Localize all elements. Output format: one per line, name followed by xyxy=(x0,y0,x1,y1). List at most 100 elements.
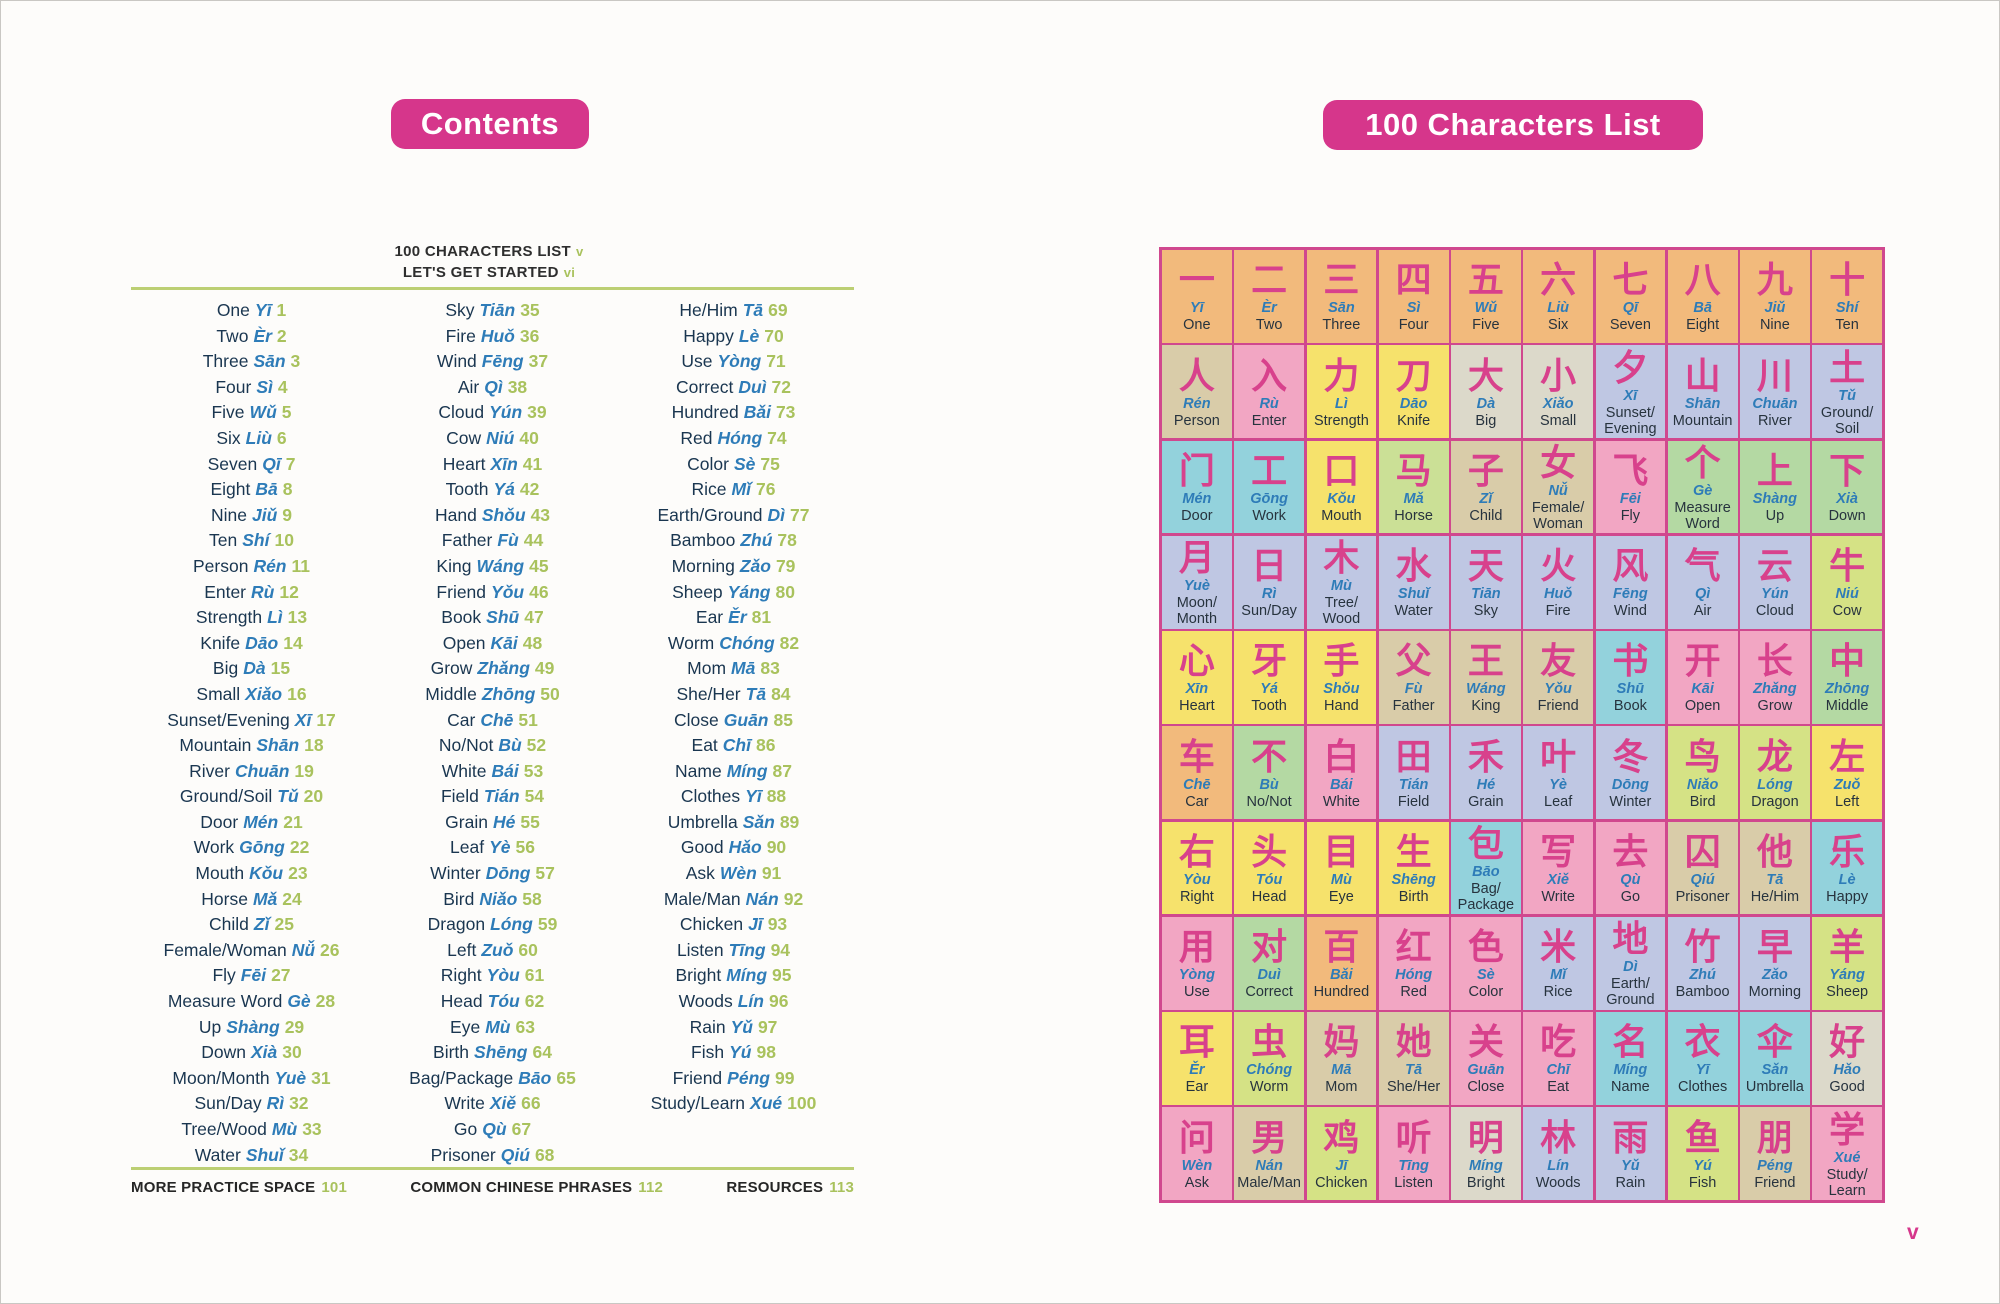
chinese-character: 林 xyxy=(1540,1116,1577,1158)
pinyin-label: Gōng xyxy=(1250,490,1289,507)
pinyin-label: Niǎo xyxy=(1686,776,1719,793)
chinese-character: 田 xyxy=(1395,735,1432,777)
toc-entry-page: 25 xyxy=(274,914,294,935)
chinese-character: 头 xyxy=(1251,830,1288,872)
character-cell: 去 Qù Go xyxy=(1595,821,1666,915)
toc-entry-page: 35 xyxy=(520,300,540,320)
toc-entry-page: 37 xyxy=(528,351,549,372)
toc-entry-page: 96 xyxy=(768,991,789,1012)
toc-entry: Six Liù 6 xyxy=(216,426,286,452)
pinyin-label: Tā xyxy=(1405,1062,1423,1079)
chinese-character: 白 xyxy=(1323,735,1360,777)
toc-entry-english: Seven xyxy=(207,453,258,474)
pinyin-label: Dì xyxy=(1623,959,1638,976)
toc-entry: Umbrella Sǎn 89 xyxy=(668,810,800,836)
toc-entry-pinyin: Shǒu xyxy=(481,504,526,525)
pinyin-label: Shān xyxy=(1684,395,1721,412)
english-meaning: Right xyxy=(1179,888,1214,905)
toc-entry: Friend Yǒu 46 xyxy=(436,580,548,606)
chinese-character: 囚 xyxy=(1684,830,1721,872)
chinese-character: 心 xyxy=(1178,640,1215,682)
toc-entry-page: 28 xyxy=(315,991,336,1012)
toc-column-1: One Yī 1 Two Èr 2 Three Sān 3 Four Sì 4 Five Wǔ 5 xyxy=(131,298,372,1168)
toc-entry: Five Wǔ 5 xyxy=(211,400,291,426)
chinese-character: 写 xyxy=(1540,830,1577,872)
character-cell: 田 Tián Field xyxy=(1378,726,1449,819)
toc-entry-pinyin: Fēi xyxy=(240,965,267,986)
toc-entry: He/Him Tā 69 xyxy=(679,298,787,324)
toc-entry-page: 56 xyxy=(515,837,535,858)
chinese-character: 吃 xyxy=(1540,1021,1577,1063)
pinyin-label: Shàng xyxy=(1752,490,1798,507)
toc-entry-page: 5 xyxy=(281,402,292,423)
pinyin-label: Rì xyxy=(1261,586,1277,603)
english-meaning: Water xyxy=(1394,603,1433,620)
pinyin-label: Qī xyxy=(1622,300,1639,317)
character-cell: 米 Mǐ Rice xyxy=(1523,916,1593,1010)
character-cell: 囚 Qiú Prisoner xyxy=(1667,821,1738,915)
toc-entry-pinyin: Mǎ xyxy=(252,888,278,909)
chinese-character: 水 xyxy=(1395,545,1432,587)
toc-entry: Moon/Month Yuè 31 xyxy=(172,1066,330,1092)
pinyin-label: Kāi xyxy=(1691,681,1714,698)
toc-entry-page: 66 xyxy=(521,1093,541,1114)
toc-entry: Go Qù 67 xyxy=(454,1117,531,1143)
character-cell: 人 Rén Person xyxy=(1162,345,1232,438)
toc-entry-pinyin: Chē xyxy=(480,709,514,730)
pinyin-label: Zhú xyxy=(1689,967,1716,984)
chinese-character: 他 xyxy=(1756,830,1793,872)
toc-entry-page: 62 xyxy=(524,991,545,1012)
pinyin-label: Duì xyxy=(1257,967,1281,984)
toc-entry-english: Bright xyxy=(675,965,722,986)
english-meaning: Grain xyxy=(1468,793,1504,810)
toc-footer-page: 101 xyxy=(321,1179,348,1196)
toc-entry-english: Three xyxy=(202,351,249,372)
character-cell: 七 Qī Seven xyxy=(1595,250,1666,343)
toc-footer-item: COMMON CHINESE PHRASES 112 xyxy=(410,1179,663,1196)
toc-entry-english: Listen xyxy=(676,939,724,960)
character-cell: 飞 Fēi Fly xyxy=(1595,440,1666,534)
toc-entry-english: Friend xyxy=(672,1067,723,1088)
pinyin-label: Yuè xyxy=(1183,578,1210,595)
toc-entry-pinyin: Mǐ xyxy=(731,479,751,500)
english-meaning: Heart xyxy=(1179,698,1215,715)
character-cell: 色 Sè Color xyxy=(1451,916,1521,1010)
pinyin-label: Mù xyxy=(1330,578,1352,595)
chinese-character: 羊 xyxy=(1829,926,1866,968)
toc-entry-pinyin: Yǔ xyxy=(730,1016,753,1037)
toc-entry-page: 27 xyxy=(271,965,291,986)
pinyin-label: Qù xyxy=(1620,871,1641,888)
toc-entry-pinyin: Zhōng xyxy=(481,683,536,704)
english-meaning: Enter xyxy=(1251,412,1287,429)
toc-entry-page: 80 xyxy=(775,581,795,602)
english-meaning: Happy xyxy=(1826,888,1869,905)
character-cell: 早 Zǎo Morning xyxy=(1740,916,1810,1010)
toc-entry-page: 48 xyxy=(522,632,543,653)
character-cell: 学 Xué Study/Learn xyxy=(1812,1107,1882,1200)
english-meaning: Red xyxy=(1400,984,1427,1001)
english-meaning: Hand xyxy=(1324,698,1359,715)
toc-column-3: He/Him Tā 69 Happy Lè 70 Use Yòng 71 Correct Du… xyxy=(613,298,854,1168)
pinyin-label: Chē xyxy=(1183,776,1211,793)
pinyin-label: Rù xyxy=(1259,395,1279,412)
toc-entry-page: 90 xyxy=(766,837,787,858)
toc-entry-pinyin: Yá xyxy=(493,479,515,500)
toc-entry-page: 42 xyxy=(519,479,540,500)
chinese-character: 色 xyxy=(1467,926,1504,968)
toc-entry-english: Grain xyxy=(445,811,488,832)
toc-entry-pinyin: Niǎo xyxy=(479,888,518,909)
toc-entry-page: 17 xyxy=(316,709,336,730)
english-meaning: Horse xyxy=(1394,507,1433,524)
toc-entry: Listen Tīng 94 xyxy=(677,938,790,964)
pinyin-label: Xià xyxy=(1836,490,1858,507)
character-cell: 红 Hóng Red xyxy=(1378,916,1449,1010)
pinyin-label: Jiǔ xyxy=(1764,300,1786,317)
toc-entry-page: 29 xyxy=(284,1016,305,1037)
toc-entry-english: Sky xyxy=(445,300,475,320)
english-meaning: Ear xyxy=(1185,1079,1209,1096)
english-meaning: Worm xyxy=(1249,1079,1289,1096)
toc-entry-page: 64 xyxy=(532,1042,552,1063)
toc-entry-pinyin: Lì xyxy=(267,607,283,628)
character-cell: 气 Qì Air xyxy=(1667,535,1738,629)
character-cell: 八 Bā Eight xyxy=(1667,250,1738,343)
